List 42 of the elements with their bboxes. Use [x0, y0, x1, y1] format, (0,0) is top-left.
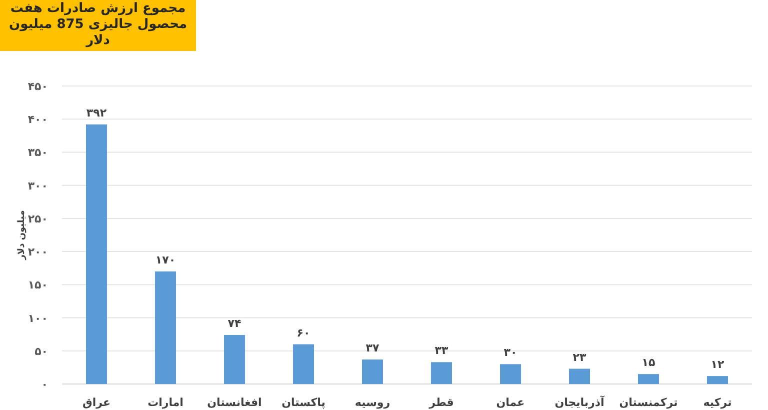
x-tick-label: امارات: [148, 396, 184, 409]
bar: [569, 368, 590, 384]
y-tick-label: ۲۵۰: [28, 212, 48, 226]
y-axis-title: میلیون دلار: [17, 210, 27, 261]
y-tick-label: ۰: [41, 378, 48, 391]
bar: [293, 344, 314, 384]
y-tick-label: ۵۰: [34, 344, 48, 358]
data-label: ۳۳: [434, 344, 448, 358]
y-tick-label: ۲۰۰: [28, 246, 48, 259]
bar: [431, 362, 452, 384]
x-tick-label: ترکیه: [703, 396, 732, 409]
data-label: ۷۴: [228, 316, 242, 330]
y-tick-label: ۳۰۰: [28, 179, 48, 192]
bar: [224, 334, 245, 384]
data-label: ۶۰: [296, 326, 310, 340]
data-label: ۱۷۰: [155, 253, 176, 266]
x-tick-label: روسیه: [354, 396, 390, 409]
y-tick-label: ۳۵۰: [28, 146, 48, 160]
data-label: ۳۷: [366, 342, 380, 354]
bar: [362, 360, 383, 384]
data-label: ۱۵: [642, 356, 656, 370]
y-tick-label: ۴۵۰: [28, 80, 48, 93]
bar: [500, 364, 521, 384]
y-tick-label: ۴۰۰: [28, 113, 48, 126]
y-tick-label: ۱۰۰: [28, 312, 48, 325]
x-tick-label: آذربایجان: [554, 395, 605, 409]
x-tick-label: افغانستان: [207, 396, 262, 409]
data-label: ۳۹۲: [86, 106, 107, 120]
bar: [155, 271, 176, 384]
x-tick-label: عمان: [496, 396, 525, 409]
x-tick-label: ترکمنستان: [619, 396, 678, 409]
bar: [86, 124, 107, 384]
x-tick-label: پاکستان: [282, 396, 326, 409]
x-tick-label: عراق: [82, 396, 110, 409]
y-tick-label: ۱۵۰: [28, 278, 48, 292]
data-label: ۱۲: [710, 358, 724, 372]
chart-title: مجموع ارزش صادرات هفت محصول جالیزی 875 میلیون دلار: [0, 0, 196, 51]
data-label: ۲۳: [572, 350, 586, 364]
bar: [707, 376, 728, 384]
x-tick-label: قطر: [428, 396, 454, 409]
data-label: ۳۰: [504, 346, 518, 360]
bar: [638, 374, 659, 384]
